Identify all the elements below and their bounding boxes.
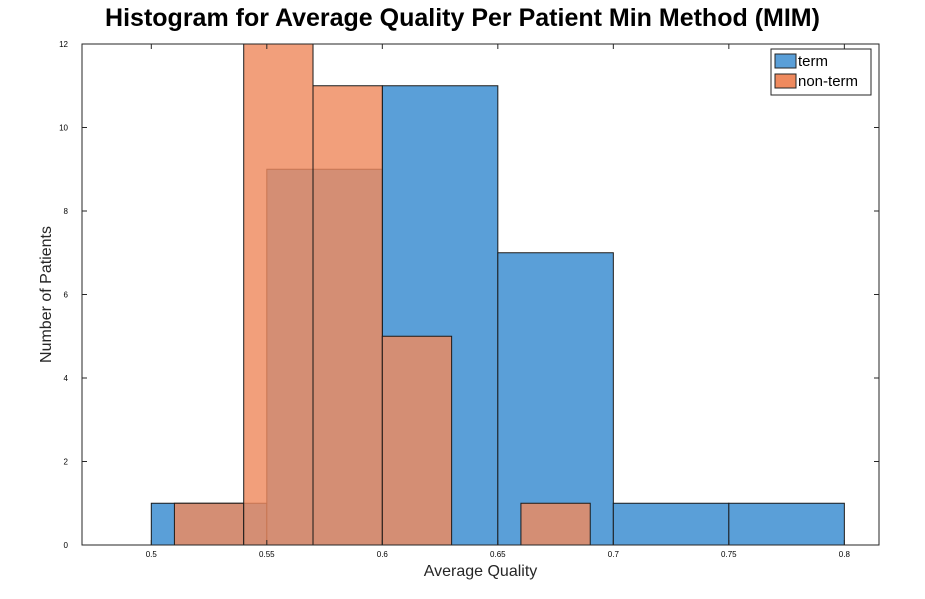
x-tick-label: 0.5 <box>146 550 158 559</box>
y-tick-labels: 0 2 4 6 8 10 12 <box>59 40 68 550</box>
term-bar-5 <box>728 502 845 546</box>
y-tick-label: 6 <box>64 291 69 300</box>
chart-title: Histogram for Average Quality Per Patien… <box>105 4 820 32</box>
y-tick-label: 4 <box>64 374 69 383</box>
legend-label-non-term: non-term <box>798 73 858 90</box>
non-term-bar-5 <box>520 502 591 546</box>
y-axis-label: Number of Patients <box>38 226 55 363</box>
y-tick-label: 12 <box>59 40 68 49</box>
x-tick-label: 0.75 <box>721 550 737 559</box>
x-tick-label: 0.55 <box>259 550 275 559</box>
y-tick-label: 10 <box>59 124 68 133</box>
legend-swatch-term <box>774 53 797 69</box>
x-axis-label: Average Quality <box>424 563 538 580</box>
x-tick-labels: 0.5 0.55 0.6 0.65 0.7 0.75 0.8 <box>146 550 851 559</box>
x-tick-label: 0.7 <box>608 550 620 559</box>
non-term-bar-0 <box>173 502 245 546</box>
legend-swatch-non-term <box>774 73 797 89</box>
term-bar-4 <box>612 502 730 546</box>
non-term-bar-2 <box>312 85 383 546</box>
x-tick-label: 0.8 <box>839 550 851 559</box>
non-term-bar-3 <box>381 335 453 546</box>
x-tick-label: 0.6 <box>377 550 389 559</box>
y-tick-label: 2 <box>64 458 69 467</box>
axis-ticks <box>82 43 879 546</box>
non-term-bar-1 <box>243 43 314 546</box>
x-tick-label: 0.65 <box>490 550 506 559</box>
legend-label-term: term <box>798 53 828 70</box>
term-bar-3 <box>497 252 614 546</box>
series-non-term-bars <box>173 43 591 546</box>
y-tick-label: 0 <box>64 541 69 550</box>
y-tick-label: 8 <box>64 207 69 216</box>
legend: term non-term <box>770 48 872 96</box>
